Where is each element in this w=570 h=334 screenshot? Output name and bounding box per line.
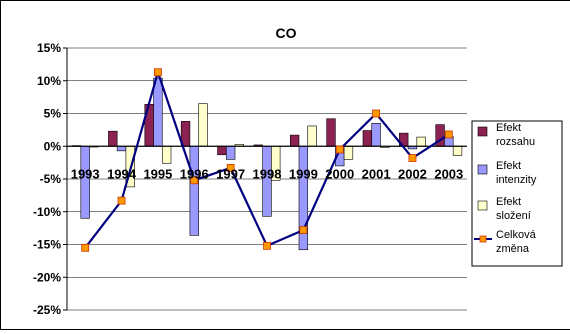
line-point [263,241,271,250]
legend-swatch [477,200,488,211]
y-tick-label: -25% [33,303,61,317]
bar [326,118,336,147]
line-point [190,176,199,185]
bar [225,145,236,160]
y-tick-label: -15% [33,238,61,252]
x-tick-label: 1999 [289,166,318,181]
y-tick-label: -20% [33,270,61,284]
line-point [408,154,417,162]
y-tick-label: 5% [44,107,62,121]
legend-label: Efekt složení [496,196,531,222]
line-point [226,163,235,172]
legend-swatch [477,164,488,175]
line-point [444,130,453,139]
bar [161,145,172,164]
bar [217,145,227,156]
bar [198,103,208,147]
bar [108,130,118,147]
line-point [299,226,308,234]
bar [343,145,354,160]
x-tick-label: 1998 [253,166,282,181]
x-tick-label: 1997 [216,166,245,181]
bar [298,145,309,251]
legend: Efekt rozsahu Efekt intenzity Efekt složení Ce… [471,120,563,267]
bar [289,134,300,147]
line-point [117,196,126,205]
bar [153,77,163,147]
x-tick-label: 1994 [107,166,137,181]
line-point [372,109,380,118]
x-tick-label: 2002 [398,166,427,181]
bar [452,145,463,156]
bar [80,145,90,219]
bar [116,145,127,152]
bar [371,123,381,147]
line-point [81,243,90,252]
y-tick-label: 10% [37,74,61,88]
x-tick-label: 1995 [143,166,172,181]
x-tick-label: 2000 [325,166,354,181]
plot-area: 15% 10% 5% 0% -5% -10% -15% -20% -25% 1993 1994 199… [33,41,467,317]
bar [262,145,272,217]
line-point [154,68,162,77]
legend-label: Efekt intenzity [496,160,537,186]
chart-title: CO [276,25,297,41]
x-tick-label: 2003 [434,166,463,181]
y-tick-label: 0% [44,139,62,153]
y-tick-label: -5% [40,172,62,186]
legend-label: Celková změna [496,229,537,255]
bar [416,136,426,147]
x-tick-label: 1996 [180,166,209,181]
bar [362,130,373,147]
x-tick-label: 1993 [71,166,100,181]
y-tick-label: -10% [33,205,61,219]
y-tick-label: 15% [37,41,61,55]
x-tick-label: 2001 [362,166,391,181]
legend-marker [479,235,487,243]
bar [189,145,199,236]
legend-swatch [477,126,488,137]
legend-label: Efekt rozsahu [496,122,535,148]
legend-box [471,120,563,267]
line-point [335,145,344,154]
bar [307,125,317,147]
